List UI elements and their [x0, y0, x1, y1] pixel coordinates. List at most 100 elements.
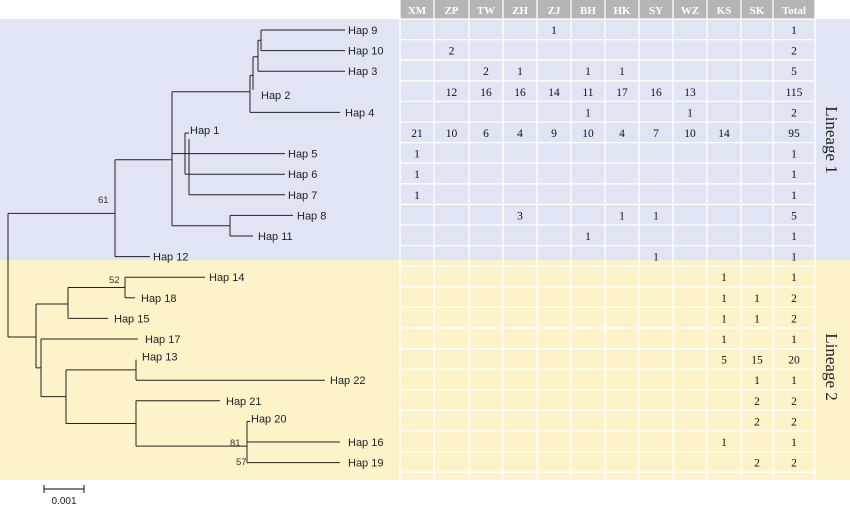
table-cell: 2	[754, 396, 760, 408]
column-header-zp: ZP	[444, 5, 458, 17]
tree-leaf-label: Hap 17	[145, 334, 180, 346]
table-cell: 7	[653, 128, 659, 140]
bootstrap-value: 81	[230, 438, 241, 449]
table-cell: 2	[791, 396, 797, 408]
table-cell: 16	[650, 87, 662, 99]
tree-leaf-label: Hap 7	[288, 190, 317, 202]
table-cell: 1	[721, 437, 727, 449]
table-cell: 2	[791, 458, 797, 470]
column-header-total: Total	[782, 5, 806, 17]
column-header-tw: TW	[477, 5, 495, 17]
tree-leaf-label: Hap 18	[141, 293, 176, 305]
lineage-2-band	[0, 260, 850, 480]
table-cell: 1	[791, 169, 797, 181]
table-cell: 10	[446, 128, 458, 140]
bootstrap-value: 52	[109, 275, 120, 286]
table-cell: 1	[619, 210, 625, 222]
table-cell: 9	[551, 128, 557, 140]
table-cell: 1	[791, 334, 797, 346]
column-header-zj: ZJ	[548, 5, 561, 17]
table-cell: 1	[585, 107, 591, 119]
tree-leaf-label: Hap 11	[258, 231, 293, 243]
table-cell: 1	[687, 107, 693, 119]
table-cell: 11	[582, 87, 593, 99]
lineage-labels: Lineage 1 Lineage 2	[822, 106, 841, 401]
tree-leaf-label: Hap 19	[348, 458, 383, 470]
table-cell: 95	[788, 128, 800, 140]
table-cell: 1	[517, 66, 523, 78]
column-header-zh: ZH	[512, 5, 528, 17]
scale-bar: 0.001	[43, 485, 85, 505]
table-cell: 1	[791, 149, 797, 161]
tree-leaf-label: Hap 22	[330, 375, 365, 387]
table-cell: 1	[721, 293, 727, 305]
table-cell: 1	[721, 272, 727, 284]
table-cell: 1	[791, 190, 797, 202]
table-cell: 1	[754, 293, 760, 305]
column-header-sk: SK	[750, 5, 765, 17]
table-cell: 16	[514, 87, 526, 99]
table-cell: 2	[791, 313, 797, 325]
bootstrap-value: 61	[98, 195, 109, 206]
table-cell: 6	[483, 128, 489, 140]
table-cell: 15	[751, 355, 763, 367]
tree-leaf-label: Hap 6	[288, 169, 317, 181]
table-cell: 14	[718, 128, 730, 140]
lineage-1-band	[0, 19, 850, 260]
table-cell: 115	[786, 87, 803, 99]
tree-leaf-label: Hap 12	[153, 252, 188, 264]
tree-leaf-label: Hap 9	[348, 25, 377, 37]
table-cell: 5	[721, 355, 727, 367]
table-cell: 1	[619, 66, 625, 78]
table-cell: 1	[721, 313, 727, 325]
table-cell: 1	[754, 375, 760, 387]
tree-leaf-label: Hap 16	[348, 437, 383, 449]
table-cell: 20	[788, 355, 800, 367]
column-header-bh: BH	[580, 5, 596, 17]
table-cell: 4	[517, 128, 523, 140]
table-cell: 2	[754, 416, 760, 428]
table-cell: 1	[791, 252, 797, 264]
tree-leaf-label: Hap 21	[226, 396, 261, 408]
table-header-bg	[400, 0, 815, 19]
table-cell: 10	[684, 128, 696, 140]
table-cell: 1	[791, 25, 797, 37]
table-cell: 2	[791, 293, 797, 305]
table-cell: 1	[653, 210, 659, 222]
tree-leaf-label: Hap 3	[348, 66, 377, 78]
table-cell: 2	[449, 46, 455, 58]
tree-leaf-label: Hap 1	[190, 125, 219, 137]
table-cell: 5	[791, 66, 797, 78]
table-cell: 1	[414, 169, 420, 181]
table-cell: 17	[616, 87, 628, 99]
table-cell: 13	[684, 87, 696, 99]
table-cell: 2	[483, 66, 489, 78]
table-cell: 1	[791, 231, 797, 243]
table-cell: 14	[548, 87, 560, 99]
lineage-2-label: Lineage 2	[822, 333, 841, 401]
scale-bar-label: 0.001	[51, 496, 76, 505]
table-cell: 1	[585, 66, 591, 78]
tree-leaf-label: Hap 14	[209, 272, 244, 284]
tree-leaf-label: Hap 20	[251, 413, 286, 425]
bootstrap-value: 57	[236, 457, 247, 468]
tree-leaf-label: Hap 5	[288, 149, 317, 161]
table-cell: 12	[446, 87, 458, 99]
table-cell: 2	[791, 46, 797, 58]
column-header-wz: WZ	[681, 5, 699, 17]
phylogenetic-tree: Hap 9 Hap 10 Hap 3 Hap 2 Hap 4 Hap 1 Hap 5 Hap …	[7, 25, 383, 470]
table-cell: 1	[585, 231, 591, 243]
table-cell: 1	[791, 272, 797, 284]
lineage-backgrounds	[0, 19, 850, 480]
table-cell: 1	[414, 149, 420, 161]
table-cell: 3	[517, 210, 523, 222]
table-cell: 1	[791, 375, 797, 387]
table-cell: 1	[551, 25, 557, 37]
table-cell: 1	[653, 252, 659, 264]
column-header-sy: SY	[649, 5, 663, 17]
table-cell: 1	[754, 313, 760, 325]
column-header-ks: KS	[717, 5, 732, 17]
table-cell: 21	[411, 128, 423, 140]
tree-leaf-label: Hap 13	[142, 352, 177, 364]
